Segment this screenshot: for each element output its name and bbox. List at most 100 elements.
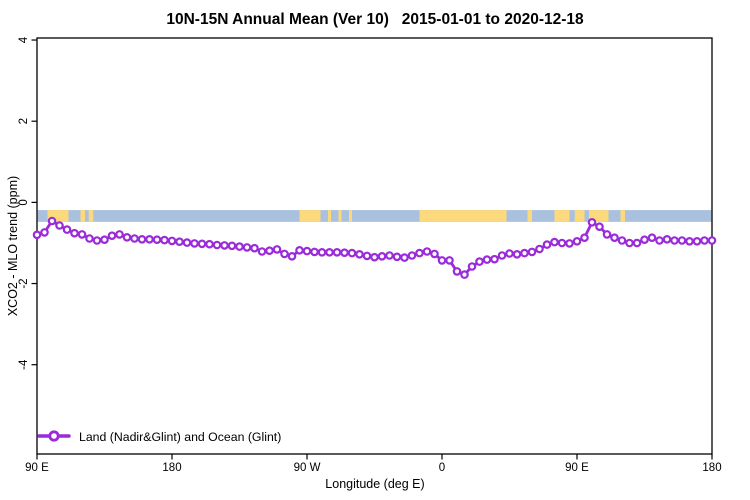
land-segment: [419, 210, 507, 222]
data-point-marker: [115, 230, 124, 239]
land-segment: [88, 210, 94, 222]
data-point-marker: [145, 235, 154, 244]
data-point-marker: [205, 239, 214, 249]
data-point-marker: [550, 237, 559, 247]
data-point-marker: [557, 238, 567, 248]
data-point-marker: [662, 235, 672, 244]
land-segment: [527, 210, 532, 222]
data-point-marker: [137, 235, 147, 244]
land-segment: [589, 210, 609, 222]
data-point-marker: [520, 248, 529, 258]
data-point-marker: [325, 248, 334, 257]
data-point-marker: [332, 248, 342, 257]
data-point-marker: [152, 235, 162, 245]
data-point-marker: [130, 234, 139, 243]
data-point-marker: [655, 236, 664, 245]
land-segment: [299, 210, 321, 222]
data-point-marker: [475, 257, 484, 266]
data-point-marker: [580, 233, 589, 243]
data-point-marker: [632, 238, 642, 248]
data-point-marker: [100, 235, 109, 245]
data-point-marker: [602, 230, 612, 239]
data-point-marker: [617, 236, 627, 245]
data-point-marker: [295, 246, 304, 255]
data-point-marker: [625, 238, 634, 248]
data-point-marker: [32, 230, 42, 240]
x-tick-label: 90 W: [294, 462, 321, 474]
land-ocean-band: [37, 210, 712, 222]
x-tick-label: 180: [702, 462, 721, 474]
data-point-marker: [47, 216, 57, 226]
data-point-marker: [272, 245, 282, 254]
data-point-marker: [242, 243, 252, 252]
data-point-marker: [685, 237, 694, 246]
data-point-marker: [422, 247, 432, 256]
x-tick-label: 0: [439, 462, 445, 474]
data-point-marker: [385, 251, 394, 260]
data-point-marker: [257, 247, 267, 256]
data-point-marker: [182, 238, 192, 247]
data-point-marker: [542, 240, 552, 249]
data-point-marker: [490, 254, 499, 264]
axis-ticks: 90 E 180 90 W 0 90 E 180 4 2 0 -2 -4: [18, 36, 722, 474]
data-point-marker: [265, 246, 274, 256]
land-segment: [620, 210, 625, 222]
data-point-marker: [70, 228, 79, 238]
data-point-marker: [362, 251, 372, 261]
series-line: [35, 219, 714, 277]
x-tick-label: 90 E: [565, 462, 589, 474]
data-point-marker: [197, 239, 207, 249]
data-point-marker: [535, 244, 544, 254]
data-point-marker: [287, 251, 297, 261]
data-point-marker: [377, 251, 387, 261]
data-point-marker: [347, 248, 357, 258]
data-point-marker: [572, 237, 582, 246]
data-point-marker: [460, 270, 469, 279]
chart-title: 10N-15N Annual Mean (Ver 10) 2015-01-01 …: [166, 11, 584, 28]
data-point-marker: [565, 239, 574, 248]
data-point-marker: [497, 251, 507, 260]
data-point-marker: [430, 249, 439, 259]
data-point-marker: [355, 250, 364, 259]
data-point-marker: [670, 236, 679, 245]
data-point-marker: [407, 251, 417, 260]
data-point-marker: [212, 240, 222, 250]
data-point-marker: [640, 235, 649, 245]
data-point-marker: [677, 236, 687, 245]
y-tick-label: -4: [18, 359, 30, 370]
ocean-band: [37, 210, 712, 222]
data-point-marker: [55, 221, 64, 230]
data-point-marker: [317, 248, 327, 257]
data-point-marker: [415, 248, 424, 258]
data-point-marker: [220, 241, 229, 250]
data-point-marker: [452, 267, 462, 276]
legend-label: Land (Nadir&Glint) and Ocean (Glint): [79, 430, 282, 444]
x-tick-label: 90 E: [25, 462, 49, 474]
data-point-marker: [190, 239, 199, 248]
data-point-marker: [467, 262, 477, 271]
data-point-marker: [370, 252, 379, 262]
data-point-marker: [340, 248, 349, 258]
data-point-marker: [310, 247, 319, 257]
data-point-marker: [122, 233, 132, 242]
data-series: [32, 216, 717, 279]
data-point-marker: [40, 228, 49, 237]
land-segment: [349, 210, 352, 222]
data-point-marker: [707, 236, 717, 245]
data-point-marker: [512, 250, 522, 259]
land-segment: [338, 210, 342, 222]
data-point-marker: [482, 255, 492, 264]
y-tick-label: 4: [18, 36, 30, 43]
data-point-marker: [250, 243, 259, 253]
data-point-marker: [167, 236, 177, 246]
y-tick-label: 0: [18, 199, 30, 205]
data-point-marker: [437, 256, 447, 265]
land-segment: [47, 210, 69, 222]
data-point-marker: [227, 241, 237, 251]
data-point-marker: [505, 249, 514, 258]
data-point-marker: [445, 256, 454, 265]
land-segment: [328, 210, 331, 222]
data-point-marker: [587, 218, 597, 227]
